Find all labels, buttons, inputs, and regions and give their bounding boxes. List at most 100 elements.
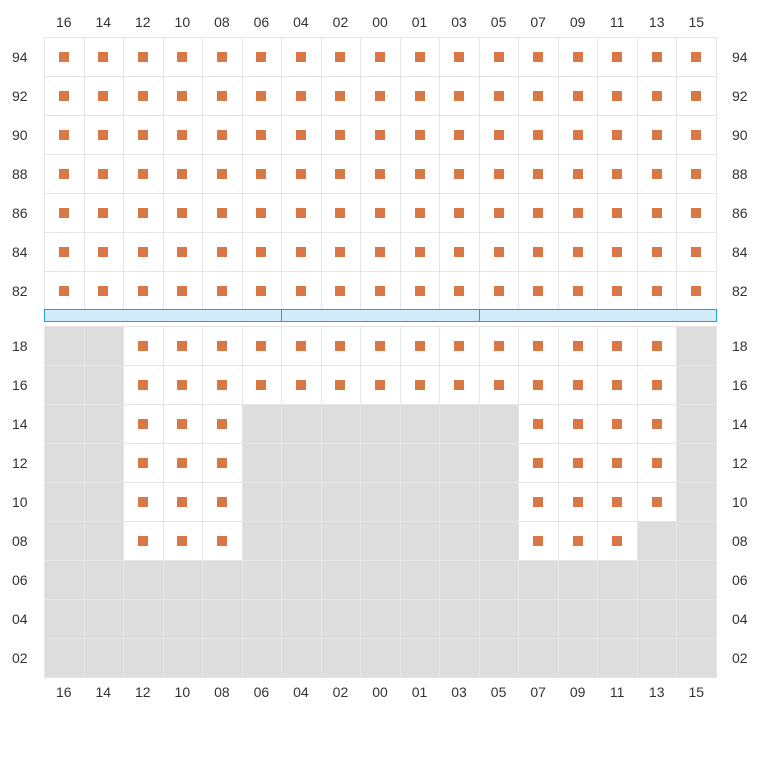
blocked-cell <box>400 638 441 678</box>
seat-marker <box>691 169 701 179</box>
seat-marker <box>454 247 464 257</box>
seat-marker <box>256 91 266 101</box>
col-label-top: 02 <box>321 14 361 30</box>
row-label-lower-right: 02 <box>732 650 748 666</box>
seat-marker <box>296 286 306 296</box>
blocked-cell <box>439 560 480 600</box>
seating-chart: 1614121008060402000103050709111315949492… <box>0 0 760 760</box>
blocked-cell <box>202 638 243 678</box>
seat-marker <box>573 169 583 179</box>
row-label-lower-right: 14 <box>732 416 748 432</box>
seat-marker <box>138 497 148 507</box>
row-label-upper-right: 92 <box>732 88 748 104</box>
seat-marker <box>652 52 662 62</box>
seat-marker <box>533 52 543 62</box>
blocked-cell <box>637 599 678 639</box>
seat-marker <box>652 497 662 507</box>
row-label-lower-left: 12 <box>12 455 28 471</box>
seat-marker <box>217 341 227 351</box>
row-label-lower-left: 04 <box>12 611 28 627</box>
seat-marker <box>533 130 543 140</box>
blocked-cell <box>44 482 85 522</box>
seat-marker <box>454 341 464 351</box>
row-label-upper-right: 82 <box>732 283 748 299</box>
blocked-cell <box>439 521 480 561</box>
seat-marker <box>533 497 543 507</box>
blocked-cell <box>479 404 520 444</box>
blocked-cell <box>242 404 283 444</box>
seat-marker <box>612 286 622 296</box>
col-label-bottom: 12 <box>123 684 163 700</box>
seat-marker <box>98 91 108 101</box>
seat-marker <box>573 497 583 507</box>
seat-marker <box>217 458 227 468</box>
seat-marker <box>691 91 701 101</box>
seat-marker <box>375 341 385 351</box>
seat-marker <box>138 169 148 179</box>
seat-marker <box>177 341 187 351</box>
blocked-cell <box>558 638 599 678</box>
seat-marker <box>177 169 187 179</box>
blocked-cell <box>44 365 85 405</box>
col-label-top: 06 <box>242 14 282 30</box>
col-label-top: 12 <box>123 14 163 30</box>
blocked-cell <box>360 521 401 561</box>
blocked-cell <box>242 482 283 522</box>
blocked-cell <box>281 521 322 561</box>
row-label-upper-right: 84 <box>732 244 748 260</box>
blocked-cell <box>202 599 243 639</box>
blocked-cell <box>439 638 480 678</box>
seat-marker <box>217 536 227 546</box>
seat-marker <box>454 52 464 62</box>
seat-marker <box>217 380 227 390</box>
seat-marker <box>573 419 583 429</box>
seat-marker <box>652 458 662 468</box>
blocked-cell <box>676 443 717 483</box>
blocked-cell <box>84 326 125 366</box>
seat-marker <box>652 169 662 179</box>
blocked-cell <box>360 443 401 483</box>
seat-marker <box>612 247 622 257</box>
blocked-cell <box>242 443 283 483</box>
seat-marker <box>256 208 266 218</box>
blocked-cell <box>321 482 362 522</box>
blocked-cell <box>439 443 480 483</box>
seat-marker <box>612 91 622 101</box>
seat-marker <box>612 497 622 507</box>
seat-marker <box>177 419 187 429</box>
seat-marker <box>691 52 701 62</box>
seat-marker <box>217 419 227 429</box>
blocked-cell <box>84 521 125 561</box>
seat-marker <box>415 286 425 296</box>
blocked-cell <box>281 404 322 444</box>
blocked-cell <box>44 404 85 444</box>
seat-marker <box>375 380 385 390</box>
seat-marker <box>177 247 187 257</box>
seat-marker <box>335 52 345 62</box>
stage-bar <box>281 309 480 322</box>
seat-marker <box>415 247 425 257</box>
blocked-cell <box>400 482 441 522</box>
blocked-cell <box>400 404 441 444</box>
seat-marker <box>573 52 583 62</box>
seat-marker <box>59 286 69 296</box>
seat-marker <box>533 286 543 296</box>
seat-marker <box>494 91 504 101</box>
seat-marker <box>375 91 385 101</box>
blocked-cell <box>44 599 85 639</box>
col-label-bottom: 06 <box>242 684 282 700</box>
seat-marker <box>494 380 504 390</box>
seat-marker <box>59 91 69 101</box>
seat-marker <box>335 169 345 179</box>
blocked-cell <box>44 326 85 366</box>
seat-marker <box>573 130 583 140</box>
row-label-upper-left: 90 <box>12 127 28 143</box>
seat-marker <box>335 247 345 257</box>
blocked-cell <box>479 638 520 678</box>
col-label-bottom: 08 <box>202 684 242 700</box>
seat-marker <box>296 380 306 390</box>
row-label-upper-left: 88 <box>12 166 28 182</box>
seat-marker <box>138 380 148 390</box>
seat-marker <box>612 380 622 390</box>
seat-marker <box>494 208 504 218</box>
